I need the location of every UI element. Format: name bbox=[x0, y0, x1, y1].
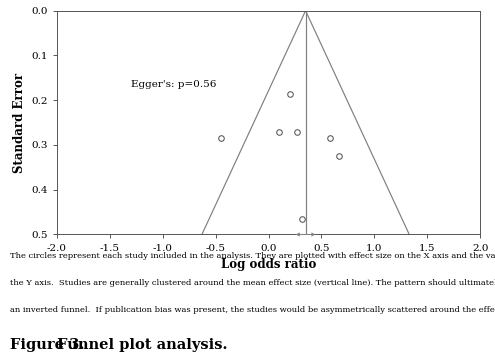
Point bbox=[217, 135, 225, 141]
Point bbox=[293, 129, 301, 134]
Text: Figure 3.: Figure 3. bbox=[10, 338, 84, 352]
X-axis label: Log odds ratio: Log odds ratio bbox=[221, 258, 316, 271]
Point bbox=[286, 91, 294, 96]
Text: Funnel plot analysis.: Funnel plot analysis. bbox=[52, 338, 228, 352]
Y-axis label: Standard Error: Standard Error bbox=[13, 73, 26, 173]
Point bbox=[326, 135, 334, 141]
Text: an inverted funnel.  If publication bias was present, the studies would be asymm: an inverted funnel. If publication bias … bbox=[10, 306, 495, 314]
Point bbox=[336, 153, 344, 159]
Text: Egger's: p=0.56: Egger's: p=0.56 bbox=[131, 80, 216, 89]
Text: the Y axis.  Studies are generally clustered around the mean effect size (vertic: the Y axis. Studies are generally cluste… bbox=[10, 279, 495, 287]
Point bbox=[275, 129, 283, 134]
Point bbox=[298, 216, 306, 222]
Text: The circles represent each study included in the analysis. They are plotted with: The circles represent each study include… bbox=[10, 252, 495, 260]
